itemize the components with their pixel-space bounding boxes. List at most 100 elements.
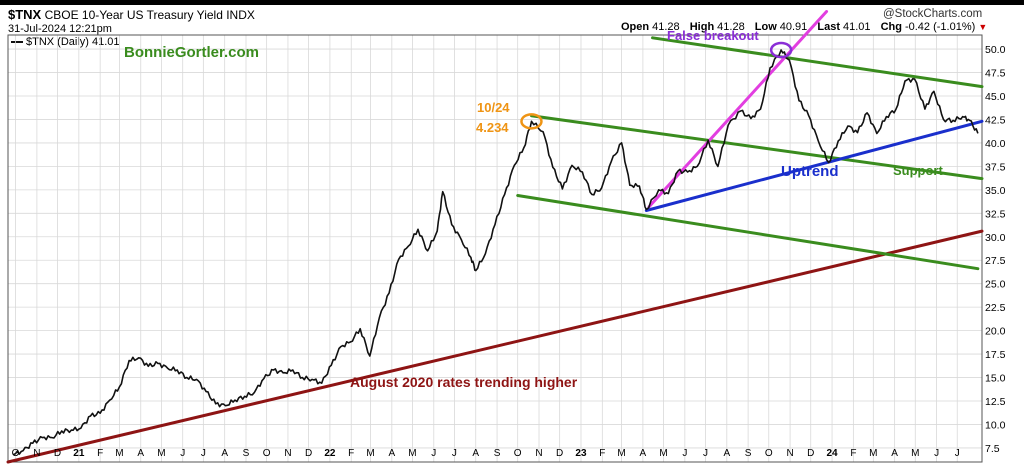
false-breakout-label: False breakout <box>667 28 759 43</box>
x-tick-label: D <box>305 448 312 459</box>
y-axis: 7.5 10.0 12.5 15.0 17.5 20.0 22.5 25.0 27.5 30.0 3… <box>985 44 1006 455</box>
false_breakout_line-line <box>647 10 829 209</box>
x-tick-label: 23 <box>575 448 587 459</box>
y-tick-label: 47.5 <box>985 68 1006 80</box>
x-tick-label: J <box>431 448 436 459</box>
x-tick-label: M <box>659 448 667 459</box>
channel_upper-line <box>529 114 984 181</box>
x-tick-label: J <box>703 448 708 459</box>
x-tick-label: A <box>891 448 898 459</box>
top-border <box>0 0 1024 5</box>
x-tick-label: N <box>786 448 793 459</box>
x-tick-label: F <box>599 448 605 459</box>
ohlc-last-label: Last <box>817 21 840 33</box>
y-tick-label: 35.0 <box>985 185 1006 197</box>
x-tick-label: M <box>911 448 919 459</box>
x-tick-label: F <box>348 448 354 459</box>
legend-label: $TNX (Daily) 41.01 <box>26 36 120 48</box>
ohlc-open-label: Open <box>621 21 650 33</box>
x-tick-label: M <box>869 448 877 459</box>
x-tick-label: M <box>366 448 374 459</box>
x-tick-label: F <box>850 448 856 459</box>
x-tick-label: A <box>723 448 730 459</box>
chart-title: $TNX CBOE 10-Year US Treasury Yield INDX <box>8 7 255 22</box>
chart-date: 31-Jul-2024 12:21pm <box>8 23 112 35</box>
x-tick-label: S <box>243 448 250 459</box>
x-tick-label: M <box>617 448 625 459</box>
ohlc-high-label: High <box>689 21 715 33</box>
x-tick-label: J <box>955 448 960 459</box>
y-tick-label: 42.5 <box>985 114 1006 126</box>
x-axis: O N D 21 F M A M J J A S O N D 22 F M A M J J A S O N D 23 F M A M J J A S O… <box>12 448 960 459</box>
x-tick-label: J <box>180 448 185 459</box>
bonnie-brand-label: BonnieGortler.com <box>124 44 259 61</box>
x-tick-label: N <box>33 448 40 459</box>
x-tick-label: 24 <box>826 448 838 459</box>
x-tick-label: J <box>452 448 457 459</box>
peak-date-label: 10/24 <box>477 100 510 115</box>
ohlc-high-value: 41.28 <box>717 21 745 33</box>
peak_marker <box>520 113 543 130</box>
x-tick-label: D <box>556 448 563 459</box>
ohlc-chg-value: -0.42 (-1.01%) <box>904 21 976 33</box>
false_breakout_marker <box>769 41 793 59</box>
y-tick-label: 30.0 <box>985 232 1006 244</box>
x-tick-label: A <box>221 448 228 459</box>
x-tick-label: A <box>640 448 647 459</box>
uptrend-label: Uptrend <box>781 163 839 180</box>
y-tick-label: 15.0 <box>985 373 1006 385</box>
stockcharts-brand: @StockCharts.com <box>883 8 983 20</box>
channel_lower-line <box>516 193 980 271</box>
y-tick-label: 37.5 <box>985 161 1006 173</box>
y-tick-label: 7.5 <box>985 443 1000 455</box>
x-tick-label: M <box>157 448 165 459</box>
uptrend-line <box>644 119 984 212</box>
x-tick-label: O <box>765 448 773 459</box>
y-tick-label: 40.0 <box>985 138 1006 150</box>
x-tick-label: S <box>494 448 501 459</box>
ohlc-last-value: 41.01 <box>842 21 871 33</box>
x-tick-label: O <box>12 448 20 459</box>
support-label: Support <box>893 163 943 178</box>
y-tick-label: 25.0 <box>985 279 1006 291</box>
x-tick-label: N <box>284 448 291 459</box>
legend-swatch <box>11 41 23 44</box>
trendlines <box>6 10 984 464</box>
x-tick-label: J <box>682 448 687 459</box>
y-tick-label: 17.5 <box>985 349 1006 361</box>
y-tick-label: 45.0 <box>985 91 1006 103</box>
chg-down-icon: ▼ <box>978 22 988 32</box>
markers <box>520 41 793 130</box>
x-tick-label: O <box>514 448 522 459</box>
ohlc-low-value: 40.91 <box>779 21 808 33</box>
x-tick-label: D <box>807 448 814 459</box>
x-tick-label: M <box>115 448 123 459</box>
instrument-name: CBOE 10-Year US Treasury Yield INDX <box>44 8 255 22</box>
series-legend: $TNX (Daily) 41.01 <box>11 36 120 48</box>
x-tick-label: J <box>201 448 206 459</box>
x-tick-label: O <box>263 448 271 459</box>
x-tick-label: S <box>745 448 752 459</box>
symbol: $TNX <box>8 7 42 22</box>
channel_top-line <box>651 36 984 89</box>
x-tick-label: F <box>97 448 103 459</box>
ohlc-chg-label: Chg <box>880 21 902 33</box>
x-tick-label: J <box>934 448 939 459</box>
ohlc-open-value: 41.28 <box>652 21 680 33</box>
long_trend-line <box>6 229 984 464</box>
long-trend-label: August 2020 rates trending higher <box>350 374 578 390</box>
y-tick-label: 27.5 <box>985 255 1006 267</box>
y-tick-label: 22.5 <box>985 302 1006 314</box>
ohlc-low-label: Low <box>754 21 777 33</box>
x-tick-label: A <box>472 448 479 459</box>
y-tick-label: 10.0 <box>985 419 1006 431</box>
price-line <box>13 49 979 456</box>
y-tick-label: 50.0 <box>985 44 1006 56</box>
plot-frame <box>7 34 983 463</box>
x-tick-label: A <box>137 448 144 459</box>
x-tick-label: N <box>535 448 542 459</box>
x-tick-label: 22 <box>324 448 336 459</box>
grid <box>8 35 982 462</box>
y-tick-label: 20.0 <box>985 326 1006 338</box>
